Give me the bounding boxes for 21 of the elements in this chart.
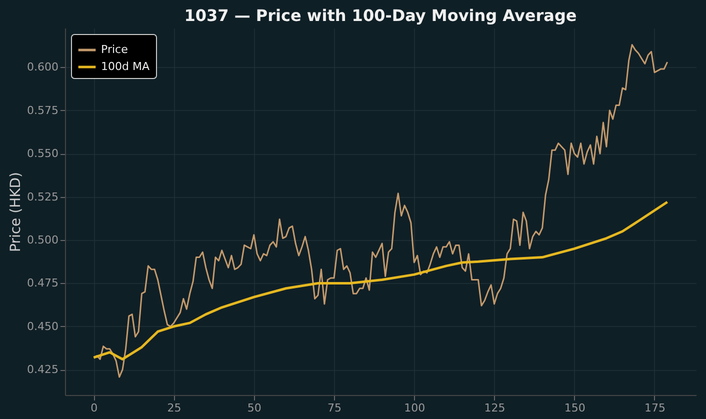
chart-title: 1037 — Price with 100-Day Moving Average	[184, 6, 577, 25]
x-tick-label: 175	[644, 402, 666, 414]
y-tick-label: 0.550	[27, 147, 58, 160]
y-tick-label: 0.525	[27, 190, 58, 204]
legend-label: Price	[101, 43, 128, 56]
y-tick-label: 0.575	[27, 104, 58, 117]
y-axis-title: Price (HKD)	[8, 172, 24, 252]
x-tick-label: 25	[167, 402, 182, 414]
x-tick-label: 0	[90, 402, 98, 414]
x-tick-label: 150	[564, 402, 586, 414]
y-tick-label: 0.425	[27, 363, 58, 376]
y-tick-label: 0.450	[27, 320, 58, 333]
line-series	[92, 200, 669, 360]
x-tick-label: 75	[328, 402, 342, 414]
x-tick-label: 125	[484, 402, 506, 414]
x-tick-label: 50	[247, 402, 262, 414]
y-tick-label: 0.600	[27, 60, 58, 74]
x-tick-label: 100	[404, 402, 426, 414]
legend-label: 100d MA	[101, 60, 150, 73]
y-tick-label: 0.475	[27, 276, 58, 290]
y-tick-label: 0.500	[27, 234, 58, 247]
